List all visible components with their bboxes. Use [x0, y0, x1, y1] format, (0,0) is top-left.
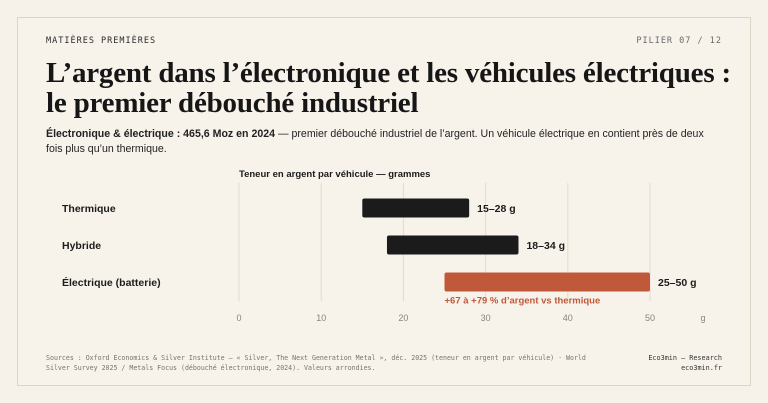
bar-value-label: 15–28 g — [477, 203, 516, 215]
kicker: MATIÈRES PREMIÈRES — [46, 36, 157, 46]
category-label: Thermique — [62, 203, 116, 215]
lede-rest: — premier débouché industriel de l’argen… — [46, 128, 704, 155]
category-label: Hybride — [62, 240, 101, 252]
x-tick-label: 0 — [236, 313, 241, 323]
chart-annotation: +67 à +79 % d’argent vs thermique — [445, 296, 601, 307]
x-tick-label: 10 — [316, 313, 326, 323]
bar-value-label: 25–50 g — [658, 277, 697, 289]
sources-note: Sources : Oxford Economics & Silver Inst… — [46, 354, 586, 372]
x-tick-label: 50 — [645, 313, 655, 323]
tick-layer: 0 10 20 30 40 50 — [236, 313, 655, 323]
brand-name: Eco3min — Research — [648, 354, 722, 362]
chart-svg: Teneur en argent par véhicule — grammes … — [62, 169, 706, 323]
brand: Eco3min — Research eco3min.fr — [648, 353, 722, 373]
range-bar — [386, 235, 519, 255]
bar-value-label: 18–34 g — [526, 240, 565, 252]
lede: Électronique & électrique : 465,6 Moz en… — [46, 127, 706, 157]
category-label: Électrique (batterie) — [62, 276, 161, 289]
bar-layer: Thermique 15–28 g Hybride 18–34 g Électrique… — [62, 198, 697, 292]
pillar-indicator: PILIER 07 / 12 — [636, 36, 722, 46]
brand-url: eco3min.fr — [681, 364, 722, 372]
x-tick-label: 30 — [481, 313, 491, 323]
card: MATIÈRES PREMIÈRES PILIER 07 / 12 L’arge… — [17, 17, 751, 386]
range-bar — [444, 272, 650, 292]
x-axis-unit: g — [700, 313, 705, 323]
lede-bold: Électronique & électrique : 465,6 Moz en… — [46, 128, 276, 140]
chart: Teneur en argent par véhicule — grammes … — [18, 18, 752, 387]
range-bar — [362, 198, 470, 218]
page-title: L’argent dans l’électronique et les véhi… — [46, 57, 731, 119]
x-tick-label: 40 — [563, 313, 573, 323]
chart-title: Teneur en argent par véhicule — grammes — [239, 169, 430, 180]
x-tick-label: 20 — [398, 313, 408, 323]
